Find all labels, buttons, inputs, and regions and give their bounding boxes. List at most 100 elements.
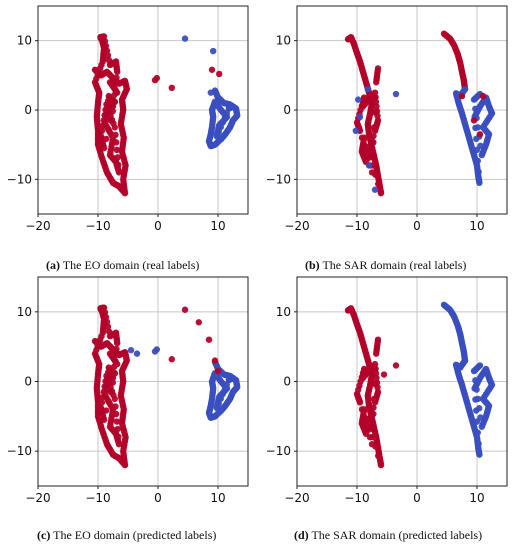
point: [103, 101, 110, 108]
point: [371, 186, 379, 193]
point: [98, 399, 106, 406]
point: [115, 161, 122, 169]
point: [103, 372, 110, 380]
point: [211, 357, 219, 364]
y-tick-label: −10: [266, 444, 291, 458]
point: [377, 461, 385, 469]
caption-b: (b) The SAR domain (real labels): [305, 258, 466, 273]
caption-c-letter: (c): [37, 528, 51, 542]
x-tick-label: −20: [25, 219, 50, 233]
point: [181, 35, 189, 42]
point: [358, 134, 366, 141]
point: [112, 403, 119, 410]
point: [109, 107, 117, 115]
point: [364, 86, 371, 93]
x-tick-label: 0: [154, 219, 162, 233]
point: [106, 79, 114, 86]
point: [375, 452, 382, 460]
point: [372, 370, 380, 377]
point: [106, 350, 114, 357]
point: [109, 379, 117, 386]
point: [476, 451, 483, 458]
point: [113, 410, 120, 418]
y-tick-label: 0: [283, 375, 291, 389]
point: [472, 377, 479, 384]
x-tick-label: 0: [413, 219, 421, 233]
point: [111, 98, 119, 106]
point: [181, 306, 189, 313]
point: [392, 362, 400, 369]
x-tick-label: −20: [284, 491, 309, 505]
y-tick-label: 10: [276, 305, 291, 319]
point: [103, 135, 110, 143]
point: [477, 414, 484, 421]
point: [105, 126, 112, 133]
point: [374, 117, 382, 124]
point: [114, 339, 121, 347]
y-tick-label: −10: [7, 172, 32, 186]
point: [375, 180, 382, 188]
point: [100, 117, 107, 124]
caption-a-letter: (a): [46, 258, 60, 272]
point: [370, 410, 377, 418]
y-tick-label: 0: [283, 103, 291, 117]
point: [153, 346, 160, 353]
point: [370, 124, 378, 131]
point: [476, 179, 483, 186]
point: [99, 122, 107, 129]
point: [168, 84, 175, 92]
point: [101, 111, 108, 119]
point: [362, 148, 370, 155]
point: [99, 394, 107, 401]
point: [101, 309, 109, 316]
point: [352, 127, 359, 134]
caption-c: (c) The EO domain (predicted labels): [37, 528, 216, 543]
caption-a: (a) The EO domain (real labels): [46, 258, 199, 273]
point: [153, 74, 160, 82]
x-tick-label: 10: [469, 219, 484, 233]
point: [475, 168, 482, 176]
x-tick-label: 0: [154, 491, 162, 505]
point: [360, 141, 368, 148]
point: [370, 395, 378, 403]
caption-d-letter: (d): [294, 528, 309, 542]
point: [102, 313, 110, 321]
point: [374, 336, 382, 343]
point: [168, 356, 175, 363]
point: [114, 425, 121, 433]
y-tick-label: 10: [276, 34, 291, 48]
point: [127, 346, 135, 354]
point: [476, 362, 484, 369]
point: [458, 92, 466, 100]
point: [373, 103, 380, 110]
point: [470, 117, 478, 124]
x-tick-label: −10: [85, 219, 110, 233]
point: [479, 92, 487, 100]
caption-d: (d) The SAR domain (predicted labels): [294, 528, 482, 543]
point: [392, 90, 400, 98]
point: [115, 433, 122, 440]
point: [474, 395, 482, 403]
x-tick-label: 10: [210, 491, 225, 505]
point: [373, 374, 380, 382]
y-tick-label: 10: [17, 305, 32, 319]
point: [113, 74, 120, 81]
x-tick-label: −10: [85, 491, 110, 505]
point: [356, 113, 364, 121]
point: [107, 388, 114, 396]
x-tick-label: 10: [210, 219, 225, 233]
x-tick-label: −20: [284, 219, 309, 233]
point: [100, 304, 108, 311]
caption-b-text: The SAR domain (real labels): [319, 258, 467, 272]
point: [474, 157, 481, 165]
point: [229, 374, 237, 382]
x-tick-label: −10: [344, 491, 369, 505]
point: [377, 190, 385, 197]
point: [113, 345, 120, 353]
point: [210, 47, 217, 55]
point: [107, 117, 114, 124]
point: [476, 405, 483, 412]
y-tick-label: 10: [17, 34, 32, 48]
scatter-panel-a: −20 −10 0 10 −10 0 10: [7, 5, 249, 233]
